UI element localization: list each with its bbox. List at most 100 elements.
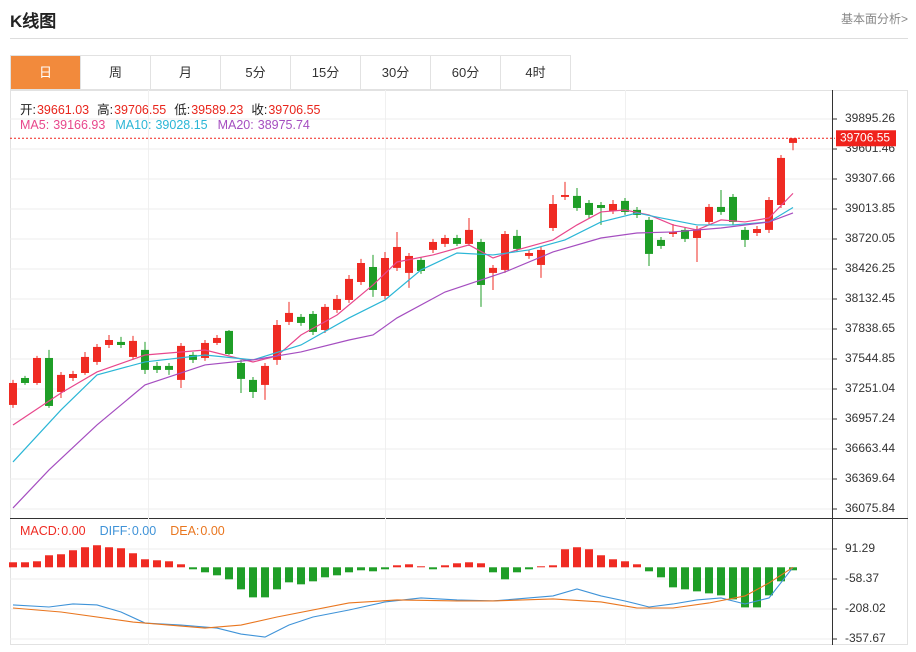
macd-bar bbox=[273, 567, 281, 590]
y-tick-label: -357.67 bbox=[845, 631, 886, 645]
period-tabs: 日周月 5分 15分 30分 60分 4时 bbox=[10, 55, 571, 90]
info-value: 39589.23 bbox=[191, 103, 244, 117]
candle-body bbox=[273, 324, 281, 360]
candle-body bbox=[585, 202, 593, 215]
macd-bar bbox=[165, 561, 173, 568]
candle-body bbox=[741, 229, 749, 240]
candle-body bbox=[309, 313, 317, 332]
candle-body bbox=[249, 379, 257, 392]
period-tab[interactable]: 4时 bbox=[501, 56, 571, 89]
macd-bar bbox=[117, 548, 125, 568]
macd-bar bbox=[321, 567, 329, 578]
candle-body bbox=[645, 219, 653, 254]
macd-bar bbox=[213, 567, 221, 576]
y-tick-label: 36369.64 bbox=[845, 471, 895, 485]
macd-bar bbox=[261, 567, 269, 598]
page-title: K线图 bbox=[10, 12, 57, 31]
legend-value: 0.00 bbox=[200, 524, 225, 538]
period-tab[interactable]: 15分 bbox=[291, 56, 361, 89]
macd-bar bbox=[33, 561, 41, 568]
macd-bar bbox=[741, 567, 749, 608]
candle-body bbox=[21, 377, 29, 383]
ma-line bbox=[12, 207, 794, 463]
candle-body bbox=[417, 259, 425, 271]
candle-body bbox=[513, 235, 521, 249]
macd-bar bbox=[105, 547, 113, 568]
period-tab[interactable]: 30分 bbox=[361, 56, 431, 89]
macd-bar bbox=[573, 547, 581, 568]
candle-body bbox=[81, 356, 89, 373]
fundamental-link[interactable]: 基本面分析> bbox=[840, 12, 908, 26]
candle-body bbox=[501, 234, 509, 270]
macd-bar bbox=[633, 564, 641, 568]
y-tick-label: 39013.85 bbox=[845, 201, 895, 215]
candle-body bbox=[9, 382, 17, 405]
candle-body bbox=[321, 306, 329, 330]
macd-bar bbox=[753, 567, 761, 608]
macd-bar bbox=[81, 547, 89, 568]
macd-bar bbox=[189, 567, 197, 570]
candle-body bbox=[69, 373, 77, 378]
legend-value: 38975.74 bbox=[257, 118, 310, 132]
macd-bar bbox=[681, 567, 689, 590]
period-tab[interactable]: 60分 bbox=[431, 56, 501, 89]
candle-body bbox=[609, 203, 617, 211]
candle-body bbox=[225, 330, 233, 354]
macd-bar bbox=[609, 559, 617, 568]
candle-body bbox=[369, 266, 377, 290]
candle-body bbox=[549, 203, 557, 228]
candle-body bbox=[213, 337, 221, 343]
macd-bar bbox=[249, 567, 257, 598]
macd-bar bbox=[285, 567, 293, 583]
macd-bar bbox=[417, 566, 425, 568]
candle-body bbox=[357, 263, 365, 282]
candle-body bbox=[153, 365, 161, 370]
candle-body bbox=[717, 206, 725, 212]
period-tab[interactable]: 月 bbox=[151, 56, 221, 89]
info-label: 开: bbox=[20, 103, 36, 117]
candle-body bbox=[33, 357, 41, 383]
info-value: 39661.03 bbox=[36, 103, 90, 117]
ma-line bbox=[12, 212, 794, 509]
candle-body bbox=[465, 229, 473, 244]
candle-body bbox=[777, 157, 785, 206]
macd-bar bbox=[549, 565, 557, 568]
legend-name: DEA: bbox=[170, 524, 200, 538]
macd-bar bbox=[357, 567, 365, 571]
candle-body bbox=[525, 252, 533, 256]
macd-bar bbox=[369, 567, 377, 572]
macd-bar bbox=[129, 553, 137, 568]
macd-line bbox=[12, 566, 794, 629]
divider bbox=[10, 38, 908, 39]
legend-name: MACD: bbox=[20, 524, 61, 538]
period-tab[interactable]: 5分 bbox=[221, 56, 291, 89]
macd-bar bbox=[453, 563, 461, 568]
candle-body bbox=[237, 362, 245, 379]
candle-body bbox=[393, 246, 401, 268]
macd-bar bbox=[765, 567, 773, 596]
candle-body bbox=[345, 278, 353, 300]
legend-name: MA10: bbox=[115, 118, 152, 132]
candle-body bbox=[441, 237, 449, 244]
candle-body bbox=[177, 345, 185, 380]
legend-value: 39028.15 bbox=[155, 118, 208, 132]
macd-legend: MACD:0.00 DIFF:0.00 DEA:0.00 bbox=[20, 524, 239, 538]
macd-bar bbox=[201, 567, 209, 573]
macd-bar bbox=[333, 567, 341, 576]
candle-body bbox=[477, 241, 485, 285]
period-tab[interactable]: 周 bbox=[81, 56, 151, 89]
macd-bar bbox=[561, 549, 569, 568]
info-label: 低: bbox=[174, 103, 191, 117]
candle-body bbox=[57, 374, 65, 392]
macd-bar bbox=[45, 555, 53, 568]
macd-bar bbox=[177, 564, 185, 568]
macd-bar bbox=[729, 567, 737, 600]
period-tab[interactable]: 日 bbox=[11, 56, 81, 89]
macd-bar bbox=[705, 567, 713, 594]
legend-name: DIFF: bbox=[99, 524, 131, 538]
ohlc-info: 开:39661.03 高:39706.55 低:39589.23 收:39706.55 bbox=[20, 99, 329, 118]
info-label: 高: bbox=[97, 103, 114, 117]
legend-value: 39166.93 bbox=[53, 118, 106, 132]
info-value: 39706.55 bbox=[114, 103, 167, 117]
candle-body bbox=[405, 255, 413, 273]
